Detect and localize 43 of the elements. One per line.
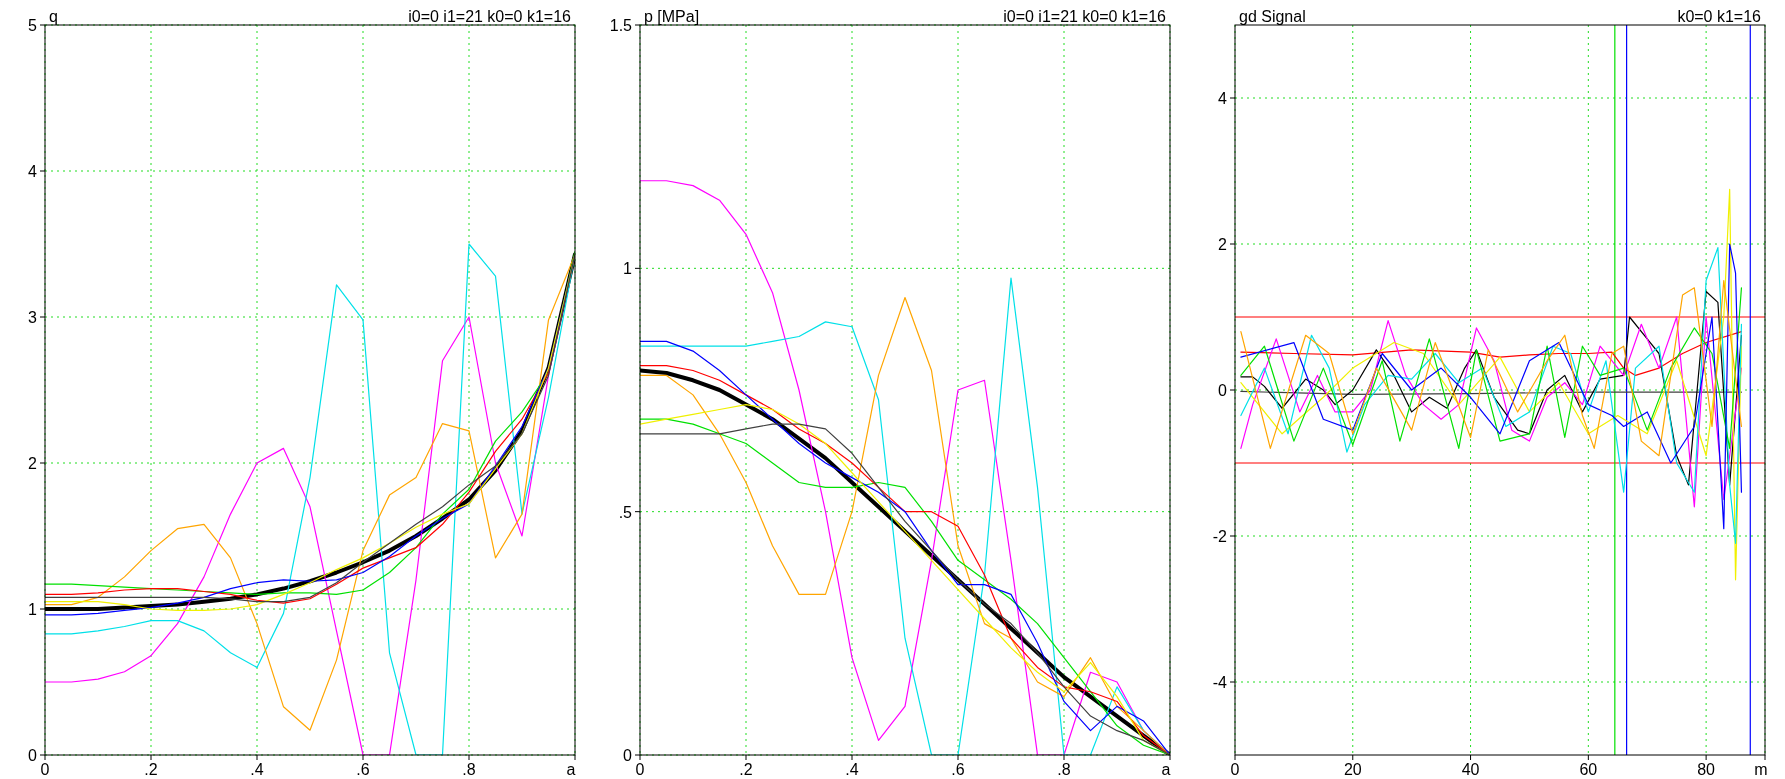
y-tick-label: 2: [1218, 236, 1228, 253]
y-tick-label: -2: [1212, 528, 1228, 545]
y-tick-label: 5: [28, 17, 38, 34]
y-tick-label: 1.5: [609, 17, 633, 34]
x-tick-label: .6: [356, 761, 370, 778]
annotation: k0=0 k1=16: [1677, 8, 1762, 25]
x-tick-label: .8: [462, 761, 476, 778]
x-tick-label: m: [1754, 761, 1768, 778]
line-series: [1240, 316, 1743, 508]
x-tick-label: a: [566, 761, 576, 778]
annotation: i0=0 i1=21 k0=0 k1=16: [408, 8, 572, 25]
x-tick-label: 0: [635, 761, 645, 778]
y-tick-label: .5: [618, 503, 633, 521]
y-tick-label: 0: [623, 747, 633, 764]
x-tick-label: 80: [1697, 761, 1716, 778]
y-axis-title: p [MPa]: [644, 8, 700, 25]
x-tick-label: 0: [40, 761, 50, 778]
x-tick-label: 20: [1343, 761, 1362, 778]
y-axis-title: q: [49, 8, 58, 25]
y-tick-label: 4: [1218, 90, 1228, 107]
x-tick-label: 60: [1579, 761, 1598, 778]
x-tick-label: .2: [739, 761, 753, 778]
x-tick-label: 40: [1461, 761, 1480, 778]
y-tick-label: -4: [1212, 674, 1228, 691]
y-axis-title: gd Signal: [1239, 8, 1306, 25]
x-tick-label: a: [1161, 761, 1171, 778]
x-tick-label: .2: [144, 761, 158, 778]
x-tick-label: .6: [951, 761, 965, 778]
y-tick-label: 3: [28, 309, 38, 326]
y-tick-label: 0: [28, 747, 38, 764]
y-tick-label: 4: [28, 163, 38, 180]
x-tick-label: 0: [1230, 761, 1240, 778]
line-series: [1240, 188, 1743, 581]
y-tick-label: 1: [28, 601, 38, 618]
y-tick-label: 2: [28, 455, 38, 472]
y-tick-label: 1: [623, 260, 633, 278]
line-series: [1240, 290, 1743, 486]
x-tick-label: .4: [250, 761, 264, 778]
x-tick-label: .8: [1057, 761, 1071, 778]
y-tick-label: 0: [1218, 382, 1228, 399]
line-series: [1240, 331, 1743, 376]
x-tick-label: .4: [845, 761, 859, 778]
annotation: i0=0 i1=21 k0=0 k1=16: [1003, 8, 1167, 25]
